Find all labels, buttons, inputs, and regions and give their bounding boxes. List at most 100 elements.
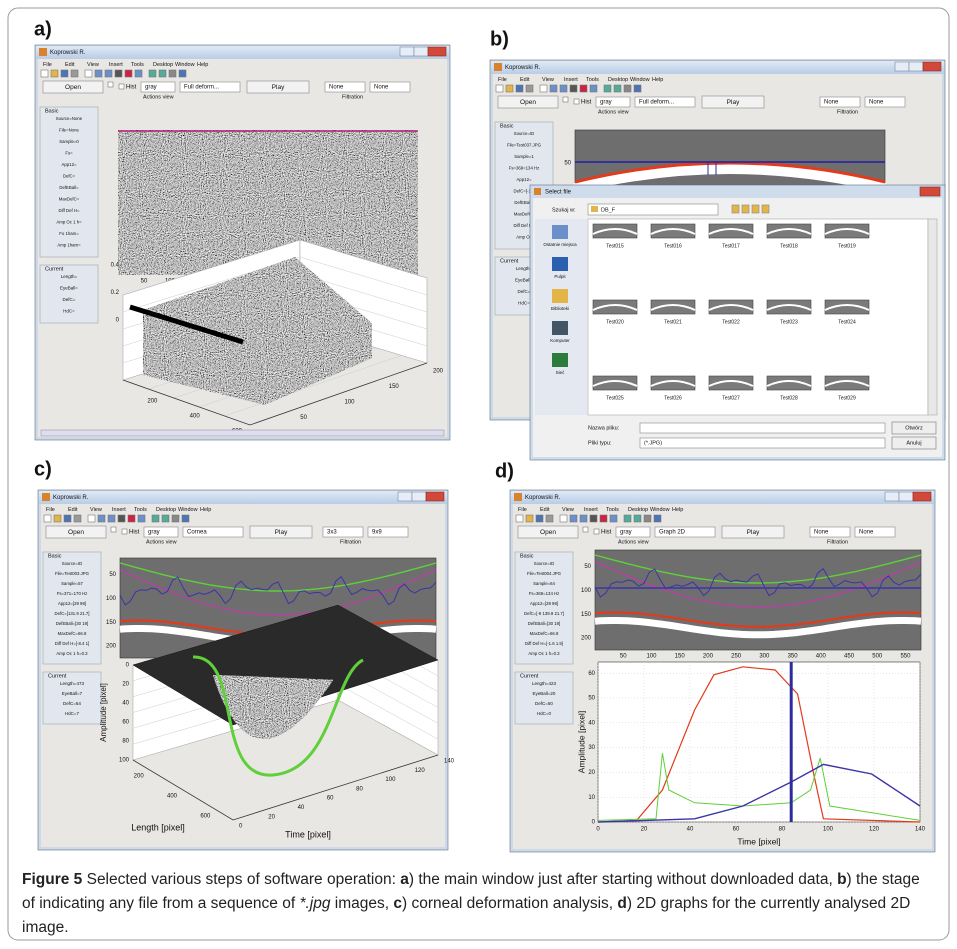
checkbox[interactable]	[122, 529, 127, 534]
toolbar-icon[interactable]	[159, 70, 166, 77]
menu-item[interactable]: Help	[672, 507, 683, 513]
toolbar-icon[interactable]	[128, 515, 135, 522]
toolbar-icon[interactable]	[115, 70, 122, 77]
nav-icon[interactable]	[752, 205, 759, 213]
menu-item[interactable]: Insert	[564, 77, 578, 83]
menu-item[interactable]: File	[43, 62, 52, 68]
nav-icon[interactable]	[762, 205, 769, 213]
toolbar-icon[interactable]	[61, 70, 68, 77]
menu-item[interactable]: Desktop	[608, 77, 628, 83]
toolbar-icon[interactable]	[550, 85, 557, 92]
menu-item[interactable]: Tools	[606, 507, 619, 513]
toolbar-icon[interactable]	[95, 70, 102, 77]
toolbar-icon[interactable]	[125, 70, 132, 77]
checkbox[interactable]	[594, 529, 599, 534]
close-button[interactable]	[923, 62, 941, 71]
toolbar-icon[interactable]	[604, 85, 611, 92]
menu-item[interactable]: File	[46, 507, 55, 513]
place-icon[interactable]	[552, 353, 568, 367]
minimize-button[interactable]	[885, 492, 899, 501]
nav-icon[interactable]	[732, 205, 739, 213]
menu-item[interactable]: Window	[178, 507, 198, 513]
toolbar-icon[interactable]	[624, 515, 631, 522]
toolbar-icon[interactable]	[41, 70, 48, 77]
toolbar-icon[interactable]	[516, 515, 523, 522]
toolbar-icon[interactable]	[546, 515, 553, 522]
toolbar-icon[interactable]	[54, 515, 61, 522]
toolbar-icon[interactable]	[624, 85, 631, 92]
checkbox[interactable]	[119, 84, 124, 89]
menu-item[interactable]: View	[87, 62, 99, 68]
toolbar-icon[interactable]	[169, 70, 176, 77]
toolbar-icon[interactable]	[152, 515, 159, 522]
toolbar-icon[interactable]	[634, 85, 641, 92]
file-type-select[interactable]	[640, 438, 885, 448]
maximize-button[interactable]	[412, 492, 426, 501]
toolbar-icon[interactable]	[182, 515, 189, 522]
menu-item[interactable]: Help	[200, 507, 211, 513]
toolbar-icon[interactable]	[108, 515, 115, 522]
toolbar-icon[interactable]	[85, 70, 92, 77]
toolbar-icon[interactable]	[590, 85, 597, 92]
toolbar-icon[interactable]	[64, 515, 71, 522]
toolbar-icon[interactable]	[149, 70, 156, 77]
menu-item[interactable]: File	[498, 77, 507, 83]
close-button[interactable]	[428, 47, 446, 56]
maximize-button[interactable]	[414, 47, 428, 56]
toolbar-icon[interactable]	[118, 515, 125, 522]
toolbar-icon[interactable]	[496, 85, 503, 92]
toolbar-icon[interactable]	[654, 515, 661, 522]
menu-item[interactable]: Help	[652, 77, 663, 83]
toolbar-icon[interactable]	[98, 515, 105, 522]
place-icon[interactable]	[552, 321, 568, 335]
menu-item[interactable]: Tools	[586, 77, 599, 83]
toolbar-icon[interactable]	[135, 70, 142, 77]
toolbar-icon[interactable]	[560, 515, 567, 522]
place-icon[interactable]	[552, 257, 568, 271]
toolbar-icon[interactable]	[600, 515, 607, 522]
minimize-button[interactable]	[400, 47, 414, 56]
menu-item[interactable]: Window	[650, 507, 670, 513]
nav-icon[interactable]	[742, 205, 749, 213]
menu-item[interactable]: Edit	[68, 507, 78, 513]
toolbar-icon[interactable]	[88, 515, 95, 522]
toolbar-icon[interactable]	[580, 85, 587, 92]
toolbar-icon[interactable]	[172, 515, 179, 522]
menu-item[interactable]: Desktop	[153, 62, 173, 68]
toolbar-icon[interactable]	[634, 515, 641, 522]
toolbar-icon[interactable]	[614, 85, 621, 92]
maximize-button[interactable]	[899, 492, 913, 501]
maximize-button[interactable]	[909, 62, 923, 71]
checkbox[interactable]	[583, 527, 588, 532]
toolbar-icon[interactable]	[162, 515, 169, 522]
toolbar-icon[interactable]	[570, 515, 577, 522]
toolbar-icon[interactable]	[44, 515, 51, 522]
minimize-button[interactable]	[398, 492, 412, 501]
toolbar-icon[interactable]	[138, 515, 145, 522]
place-icon[interactable]	[552, 289, 568, 303]
menu-item[interactable]: File	[518, 507, 527, 513]
toolbar-icon[interactable]	[610, 515, 617, 522]
menu-item[interactable]: Tools	[131, 62, 144, 68]
menu-item[interactable]: Edit	[520, 77, 530, 83]
menu-item[interactable]: Insert	[112, 507, 126, 513]
toolbar-icon[interactable]	[590, 515, 597, 522]
checkbox[interactable]	[108, 82, 113, 87]
toolbar-icon[interactable]	[526, 85, 533, 92]
place-icon[interactable]	[552, 225, 568, 239]
minimize-button[interactable]	[895, 62, 909, 71]
toolbar-icon[interactable]	[540, 85, 547, 92]
dialog-close[interactable]	[920, 187, 940, 196]
menu-item[interactable]: View	[542, 77, 554, 83]
toolbar-icon[interactable]	[570, 85, 577, 92]
menu-item[interactable]: Insert	[109, 62, 123, 68]
menu-item[interactable]: View	[562, 507, 574, 513]
toolbar-icon[interactable]	[179, 70, 186, 77]
menu-item[interactable]: Insert	[584, 507, 598, 513]
toolbar-icon[interactable]	[51, 70, 58, 77]
menu-item[interactable]: Edit	[65, 62, 75, 68]
toolbar-icon[interactable]	[644, 515, 651, 522]
menu-item[interactable]: Desktop	[156, 507, 176, 513]
close-button[interactable]	[913, 492, 931, 501]
file-name-input[interactable]	[640, 423, 885, 433]
